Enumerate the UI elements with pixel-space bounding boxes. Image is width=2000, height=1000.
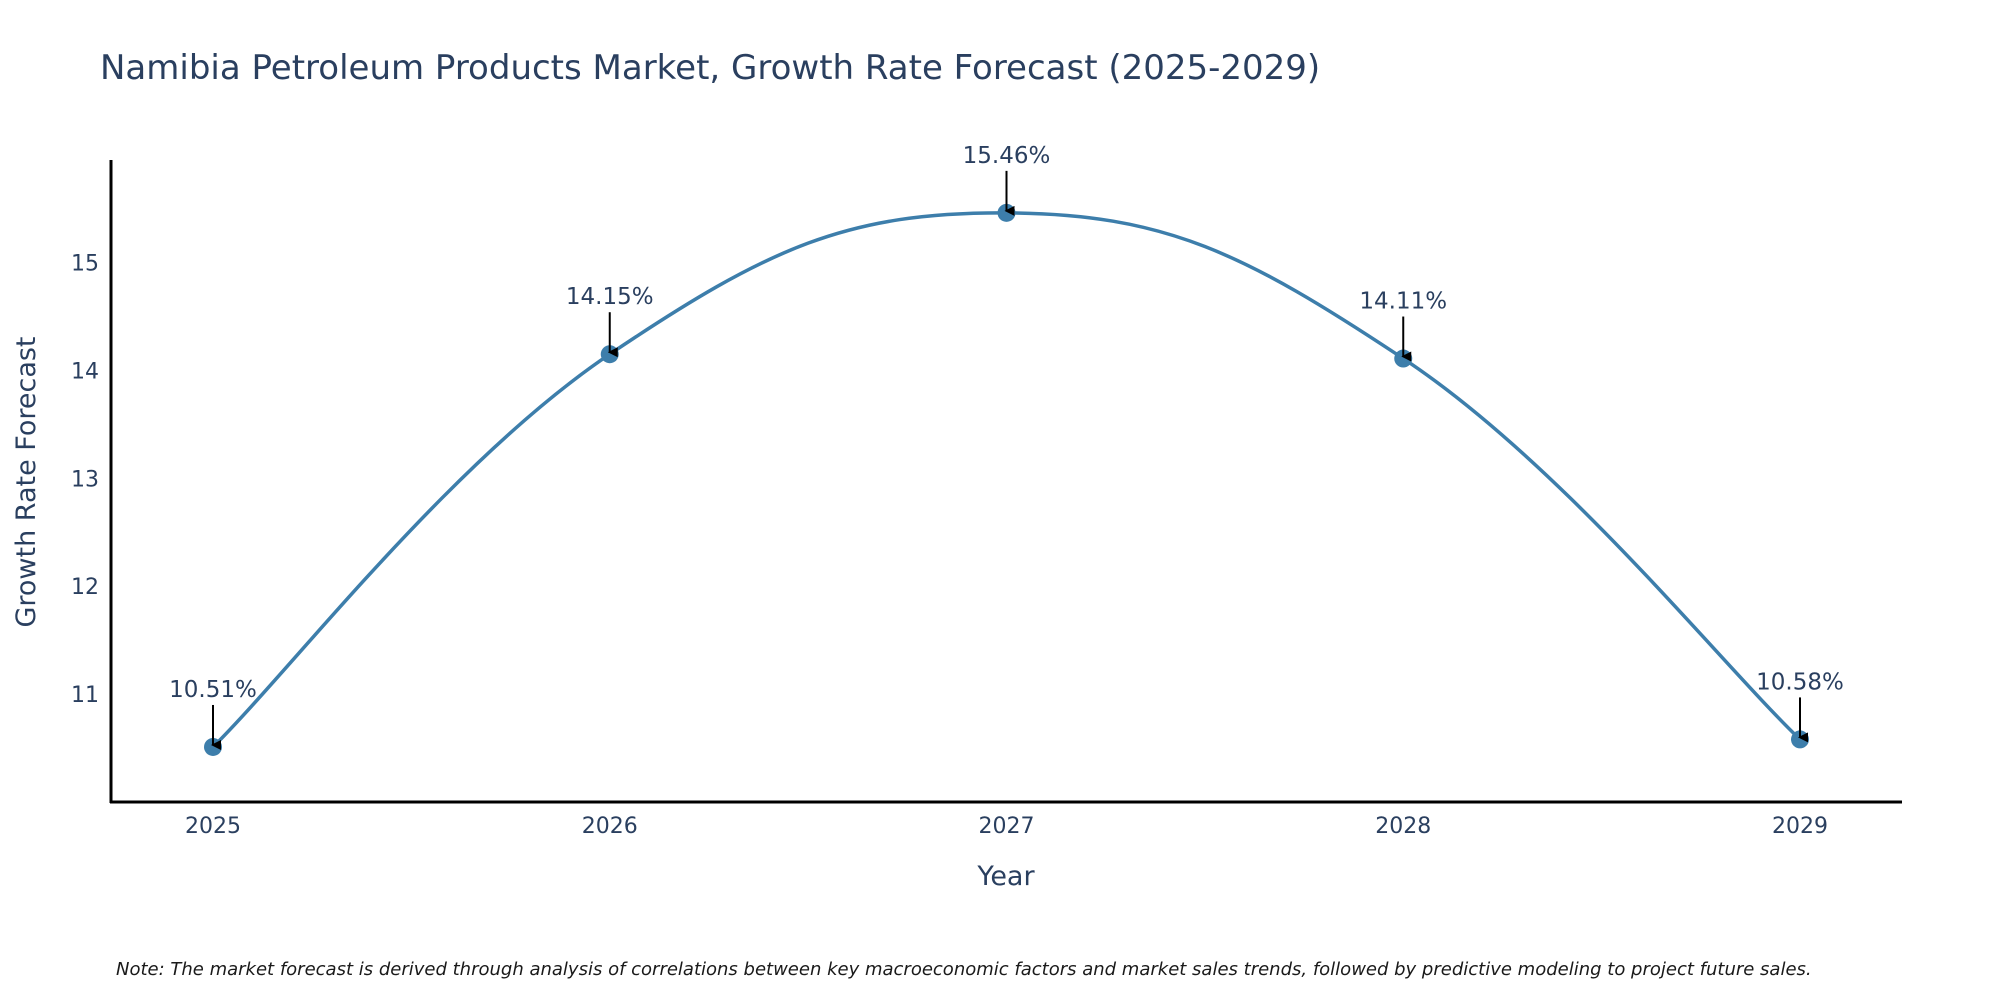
data-label: 14.11%: [1359, 289, 1447, 315]
y-tick-label: 12: [71, 575, 99, 600]
y-tick-label: 15: [71, 252, 99, 277]
footnote: Note: The market forecast is derived thr…: [116, 959, 1812, 980]
x-tick-label: 2029: [1772, 814, 1828, 839]
y-tick-label: 14: [71, 359, 99, 384]
x-tick-label: 2027: [979, 814, 1035, 839]
y-axis-title: Growth Rate Forecast: [11, 336, 42, 627]
x-axis-ticks: 2025 2026 2027 2028 2029: [185, 814, 1828, 839]
chart-title: Namibia Petroleum Products Market, Growt…: [100, 48, 1320, 88]
series-line: [211, 211, 1802, 749]
data-label: 14.15%: [566, 284, 654, 310]
data-label-annotations: 10.51% 14.15% 15.46% 14.11% 10.58%: [169, 143, 1844, 750]
x-tick-label: 2028: [1375, 814, 1431, 839]
data-label: 15.46%: [963, 143, 1051, 169]
y-tick-label: 11: [71, 683, 99, 708]
y-axis-ticks: 11 12 13 14 15: [71, 252, 99, 709]
x-tick-label: 2025: [185, 814, 241, 839]
series-markers: [204, 203, 1809, 756]
y-tick-label: 13: [71, 467, 99, 492]
data-label: 10.58%: [1756, 669, 1844, 695]
x-tick-label: 2026: [582, 814, 638, 839]
x-axis-title: Year: [976, 861, 1035, 892]
data-label: 10.51%: [169, 677, 257, 703]
